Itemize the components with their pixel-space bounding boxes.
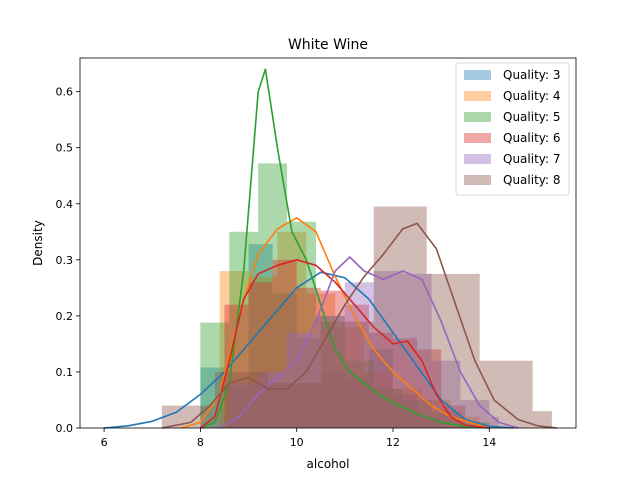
- y-tick-label: 0.5: [56, 142, 74, 155]
- histogram-bar: [267, 383, 321, 428]
- x-tick-label: 6: [101, 436, 108, 449]
- histogram-bar: [335, 327, 365, 428]
- histogram-bar: [460, 422, 490, 428]
- histogram-bar: [272, 293, 297, 428]
- histogram-bar: [393, 388, 422, 428]
- legend-swatch: [464, 175, 491, 185]
- histogram-bar: [296, 287, 321, 428]
- histogram-bar: [258, 163, 288, 429]
- legend-swatch: [464, 91, 491, 101]
- kde-line: [104, 271, 514, 429]
- legend-swatch: [464, 154, 491, 164]
- legend-box: [455, 62, 570, 196]
- histogram-bar: [272, 259, 297, 428]
- legend-label: Quality: 7: [503, 152, 561, 166]
- histogram-bar: [320, 321, 374, 428]
- histogram-bar: [344, 377, 369, 428]
- legend-swatch: [464, 112, 491, 122]
- histogram-bar: [450, 416, 480, 428]
- histogram-bar: [224, 385, 249, 428]
- histogram-bar: [373, 271, 403, 428]
- y-tick-label: 0.3: [56, 254, 74, 267]
- y-tick-label: 0.0: [56, 422, 74, 435]
- histogram-bar: [306, 293, 336, 428]
- x-axis-label: alcohol: [307, 457, 350, 471]
- histogram-bar: [161, 405, 215, 428]
- legend-label: Quality: 5: [503, 110, 561, 124]
- histogram-bar: [368, 349, 394, 428]
- kde-line: [180, 217, 490, 429]
- x-tick-label: 12: [386, 436, 400, 449]
- legend-label: Quality: 6: [503, 131, 561, 145]
- histogram-bar: [248, 276, 278, 428]
- histogram-bar: [393, 394, 418, 428]
- kde-line: [199, 258, 490, 429]
- histogram-bar: [417, 416, 442, 428]
- legend-swatch: [464, 133, 491, 143]
- x-tick-label: 14: [482, 436, 496, 449]
- chart-title: White Wine: [288, 37, 368, 53]
- legend-swatch: [464, 70, 491, 80]
- histogram-bar: [320, 371, 345, 428]
- histogram-bar: [532, 411, 552, 428]
- y-tick-label: 0.2: [56, 310, 74, 323]
- kde-line: [200, 68, 490, 429]
- histogram-bar: [489, 416, 499, 428]
- plot-frame: [79, 57, 577, 429]
- x-tick-label: 10: [290, 436, 304, 449]
- kde-line: [219, 256, 519, 429]
- legend-label: Quality: 3: [503, 68, 561, 82]
- legend-label: Quality: 4: [503, 89, 561, 103]
- y-tick-label: 0.6: [56, 86, 74, 99]
- x-tick-label: 8: [197, 436, 204, 449]
- histogram-bar: [287, 221, 316, 428]
- legend: Quality: 3 Quality: 4 Quality: 5 Quality: 6…: [455, 62, 570, 196]
- kde-lines: [104, 68, 557, 429]
- legend-label: Quality: 8: [503, 173, 561, 187]
- histogram-bar: [479, 360, 533, 428]
- kde-line: [161, 222, 557, 429]
- x-axis-ticks: 6 8 10 12 14: [101, 428, 496, 449]
- histogram-bar: [344, 304, 369, 428]
- y-axis-ticks: 0.0 0.1 0.2 0.3 0.4 0.5 0.6: [56, 86, 80, 435]
- histogram-bar: [248, 282, 273, 428]
- y-tick-label: 0.1: [56, 366, 74, 379]
- histogram-bar: [287, 332, 316, 428]
- y-tick-label: 0.4: [56, 198, 74, 211]
- y-axis-label: Density: [31, 220, 45, 266]
